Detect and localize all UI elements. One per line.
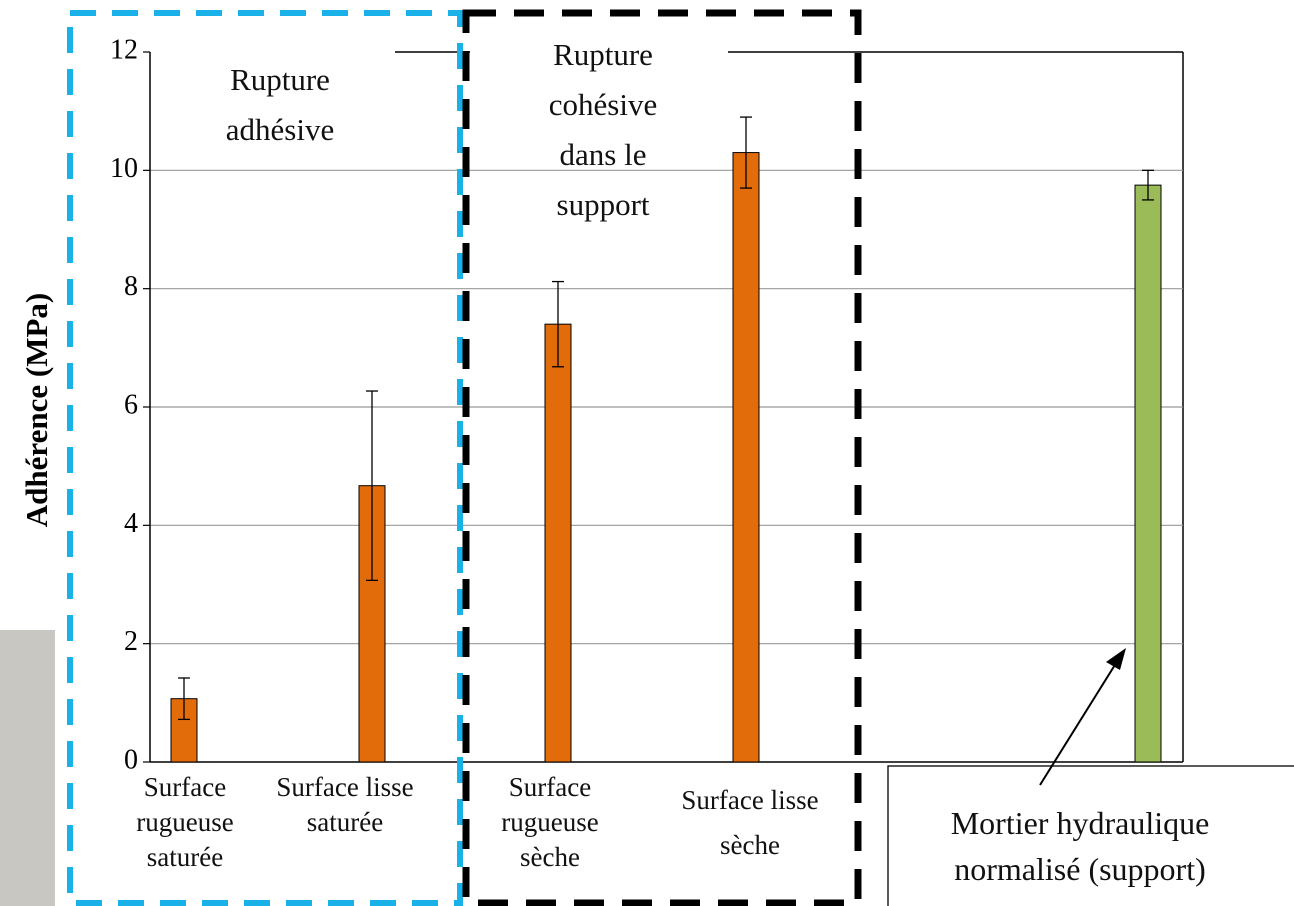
x-tick-label: Surface lisse sèche (681, 785, 819, 860)
y-tick-label: 8 (124, 271, 138, 302)
x-tick-label: Surface lisse saturée (276, 772, 414, 837)
y-axis-label: Adhérence (MPa) (19, 293, 54, 527)
bar (170, 698, 198, 763)
x-tick-label: Mortier hydraulique normalisé (support) (950, 805, 1210, 887)
y-tick-label: 6 (124, 389, 138, 420)
y-tick-label: 4 (124, 508, 138, 539)
y-tick-label: 2 (124, 626, 138, 657)
y-tick-label: 10 (110, 153, 138, 184)
annotation: Rupture adhésive (200, 55, 360, 155)
callout-arrowhead (1106, 648, 1126, 670)
x-tick-label: Surface rugueuse saturée (136, 772, 234, 872)
callout-arrow (1039, 659, 1119, 786)
x-tick-label: Surface rugueuse sèche (501, 772, 599, 872)
region-box (462, 9, 862, 906)
annotation: Rupture cohésive dans le support (548, 37, 658, 222)
bar (732, 152, 760, 763)
photo-fragment (0, 630, 55, 906)
region-box (67, 10, 463, 906)
bar (544, 323, 572, 763)
callout-box (887, 765, 1294, 906)
bar (1134, 184, 1162, 763)
y-tick-label: 12 (110, 34, 138, 65)
y-tick-label: 0 (124, 744, 138, 775)
